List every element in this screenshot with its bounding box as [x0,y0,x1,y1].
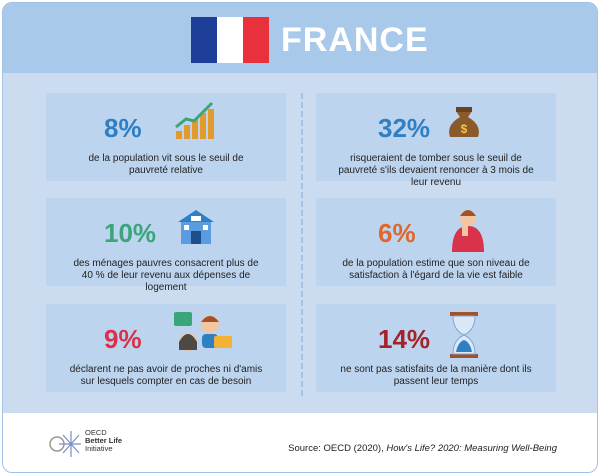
source-prefix: Source: OECD (2020), [288,443,387,454]
title: FRANCE [281,21,429,59]
stat-card: 8% de la population vit sous le seuil de … [46,93,286,181]
stat-text: de la population vit sous le seuil de pa… [88,153,244,176]
stat-text: ne sont pas satisfaits de la manière don… [340,364,532,387]
stat-icon [175,101,214,139]
stat-icon [450,312,478,358]
stat-card: 14% ne sont pas satisfaits de la manière … [316,304,556,392]
logo-mark [49,431,81,457]
source-title: How's Life? 2020: Measuring Well-Being [386,443,557,454]
stat-value: 14% [378,324,431,354]
stat-icon [452,210,484,252]
stat-text: de la population estime que son niveau d… [342,258,530,281]
stat-value: 6% [378,218,416,248]
stat-card: 10% des ménages pauvres consacrent plus d… [46,198,286,293]
logo-text: Better Life [85,436,123,445]
logo-text: Initiative [85,444,113,453]
footer: OECD Better Life Initiative Source: OECD… [3,413,597,472]
source: Source: OECD (2020), How's Life? 2020: M… [288,443,557,454]
stat-icon [174,312,232,351]
stat-value: 10% [104,218,157,248]
stat-icon: $ [449,107,479,137]
flag [191,17,269,63]
stat-icon [178,210,214,244]
stat-value: 32% [378,113,431,143]
stat-text: des ménages pauvres consacrent plus de 4… [73,258,259,293]
stat-card: 6% de la population estime que son niveau… [316,198,556,286]
stat-value: 8% [104,113,142,143]
header: FRANCE [3,3,597,73]
stat-card: 9% déclarent ne pas avoir de proches ni d… [46,304,286,392]
divider [301,93,303,399]
svg-text:$: $ [461,122,468,136]
stat-value: 9% [104,324,142,354]
stat-text: risqueraient de tomber sous le seuil de … [338,153,534,188]
stat-card: 32% $ risqueraient de tomber sous le seuil… [316,93,556,188]
stat-text: déclarent ne pas avoir de proches ni d'a… [69,364,263,387]
logo-text: OECD [85,428,107,437]
